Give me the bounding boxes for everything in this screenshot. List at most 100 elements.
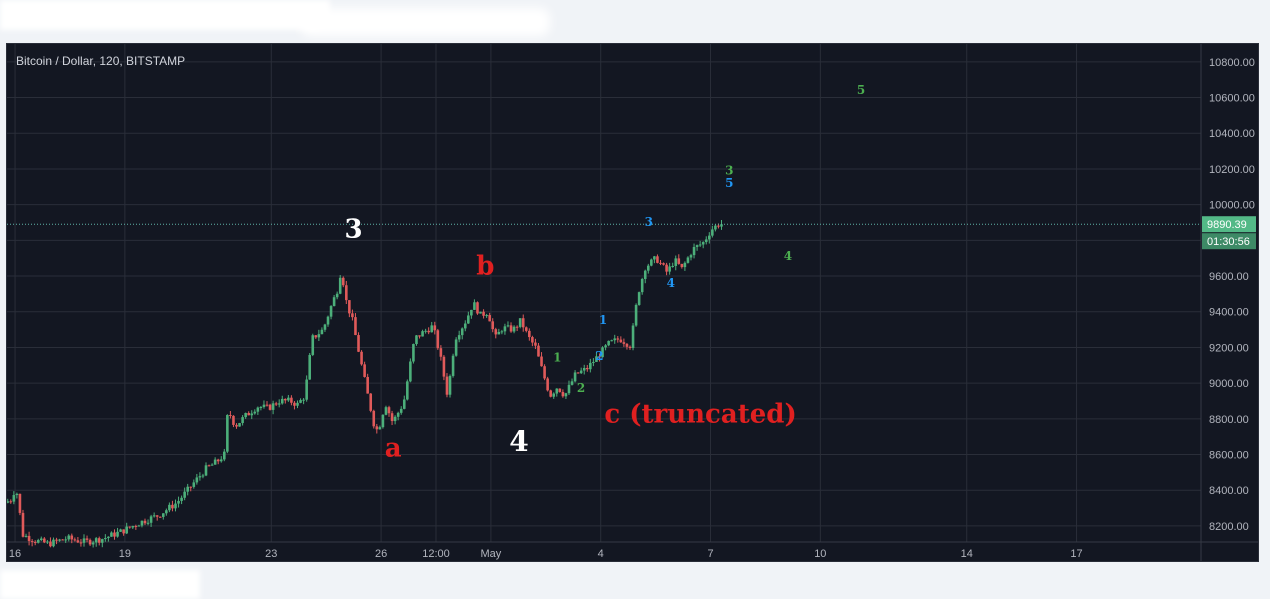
candle-body — [33, 542, 37, 544]
candle-body — [433, 325, 437, 331]
price-chart[interactable]: 10800.00 10600.00 10400.00 10200.00 10000.00… — [7, 44, 1258, 561]
candle-body — [113, 532, 116, 537]
candle-body — [470, 309, 473, 316]
candle-body — [116, 531, 119, 537]
candle-body — [189, 486, 193, 488]
candle-body — [195, 477, 199, 483]
candle-body — [186, 486, 189, 492]
candle-body — [94, 538, 98, 543]
candle-body — [640, 279, 644, 293]
wave-label: 2 — [595, 349, 603, 363]
candle-body — [204, 465, 208, 476]
candle-body — [424, 330, 427, 332]
candle-body — [207, 465, 211, 467]
candle-body — [107, 536, 110, 539]
wave-label: 5 — [725, 176, 733, 190]
x-tick-label: 10 — [814, 548, 826, 560]
candle-body — [677, 258, 681, 264]
candle-body — [226, 414, 229, 452]
candle-body — [174, 503, 177, 509]
candle-body — [7, 501, 10, 503]
wave-label: 4 — [509, 425, 528, 458]
candle-body — [143, 520, 147, 524]
current-price-label: 9890.39 — [1207, 219, 1247, 231]
candle-body — [70, 535, 74, 540]
candle-body — [85, 538, 89, 540]
candle-body — [512, 326, 516, 332]
y-tick-label: 9200.00 — [1209, 342, 1249, 354]
candle-body — [412, 344, 415, 362]
candle-body — [564, 393, 568, 397]
candle-body — [573, 372, 577, 382]
chart-panel[interactable]: 10800.00 10600.00 10400.00 10200.00 10000.00… — [6, 43, 1259, 562]
candle-body — [476, 302, 479, 314]
candle-body — [646, 265, 650, 271]
x-tick-label: 4 — [598, 548, 604, 560]
candle-body — [24, 535, 28, 537]
candle-body — [165, 510, 168, 514]
candle-body — [396, 412, 400, 417]
candle-body — [259, 406, 263, 408]
candle-body — [52, 539, 55, 547]
candle-body — [585, 367, 589, 370]
candle-body — [311, 335, 315, 355]
candle-body — [296, 402, 299, 406]
candle-body — [643, 270, 647, 280]
candle-body — [317, 334, 321, 338]
candle-body — [442, 356, 446, 377]
candle-body — [152, 515, 156, 517]
candle-body — [634, 304, 638, 326]
candle-body — [622, 342, 626, 344]
candle-body — [198, 476, 202, 478]
y-tick-label: 10800.00 — [1209, 57, 1255, 69]
y-tick-label: 9000.00 — [1209, 378, 1249, 390]
candle-body — [488, 315, 491, 322]
countdown-tag — [1202, 233, 1256, 250]
candle-body — [46, 541, 49, 543]
y-tick-label: 8800.00 — [1209, 414, 1249, 426]
candle-body — [140, 520, 144, 526]
candle-body — [482, 311, 485, 316]
candle-body — [653, 256, 656, 260]
candle-body — [332, 297, 336, 307]
candle-body — [27, 535, 31, 542]
candle-body — [43, 538, 46, 543]
candle-body — [274, 403, 278, 405]
candle-body — [232, 415, 235, 425]
candle-body — [701, 242, 705, 245]
candle-body — [714, 225, 717, 230]
candle-body — [262, 404, 266, 407]
candle-body — [271, 403, 275, 410]
candle-body — [88, 539, 92, 545]
candle-body — [454, 339, 458, 356]
wave-label: 5 — [857, 83, 865, 97]
candle-body — [302, 399, 305, 401]
candle-body — [406, 381, 409, 400]
candle-body — [161, 513, 165, 517]
candle-body — [549, 390, 552, 397]
candle-body — [345, 285, 348, 301]
blurred-header-area — [0, 0, 330, 30]
candle-body — [680, 263, 684, 268]
y-tick-label: 10600.00 — [1209, 93, 1255, 105]
candle-body — [448, 375, 452, 395]
candle-body — [616, 338, 620, 340]
candle-body — [192, 482, 196, 487]
candle-body — [375, 426, 379, 430]
blurred-footer-area — [0, 570, 200, 599]
candle-body — [518, 318, 522, 327]
candle-body — [509, 325, 513, 332]
wave-label: 4 — [784, 249, 792, 263]
candle-body — [335, 293, 339, 298]
candle-body — [149, 516, 153, 523]
candle-body — [250, 413, 254, 416]
candle-body — [287, 397, 290, 401]
candle-body — [210, 464, 214, 466]
candle-body — [158, 516, 162, 518]
candle-body — [561, 391, 565, 397]
candle-body — [326, 316, 330, 325]
candle-body — [689, 255, 693, 258]
wave-label: a — [385, 433, 402, 463]
candle-body — [409, 361, 412, 382]
candle-body — [503, 326, 507, 332]
